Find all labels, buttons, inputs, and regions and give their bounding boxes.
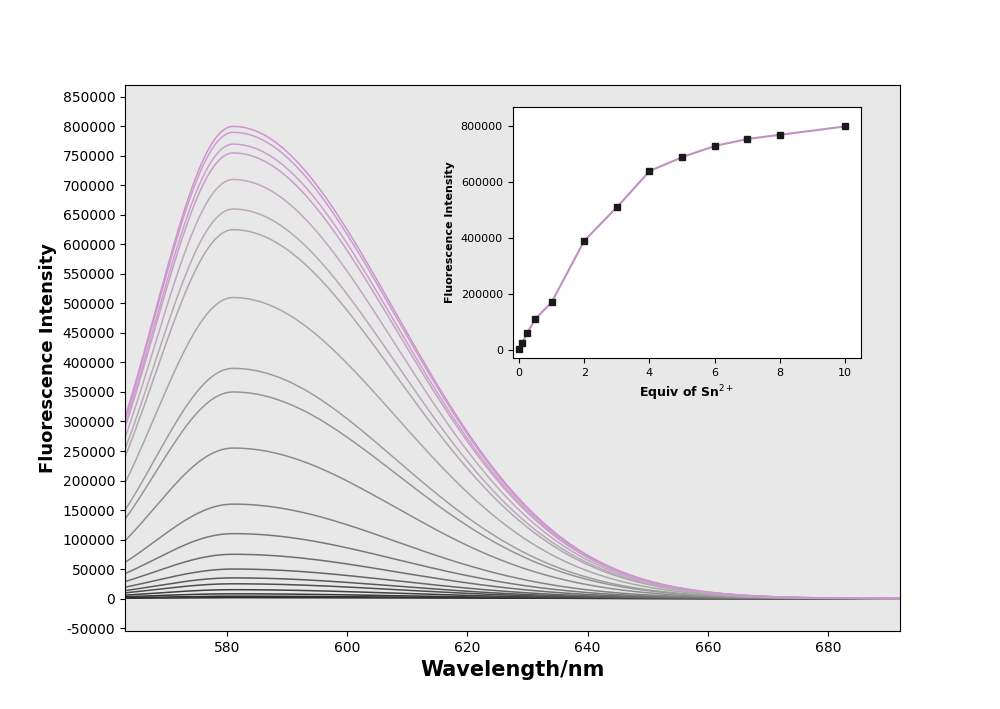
X-axis label: Wavelength/nm: Wavelength/nm (420, 660, 605, 681)
Y-axis label: Fluorescence Intensity: Fluorescence Intensity (445, 162, 455, 303)
X-axis label: Equiv of Sn$^{2+}$: Equiv of Sn$^{2+}$ (639, 384, 734, 403)
Y-axis label: Fluorescence Intensity: Fluorescence Intensity (39, 243, 57, 473)
